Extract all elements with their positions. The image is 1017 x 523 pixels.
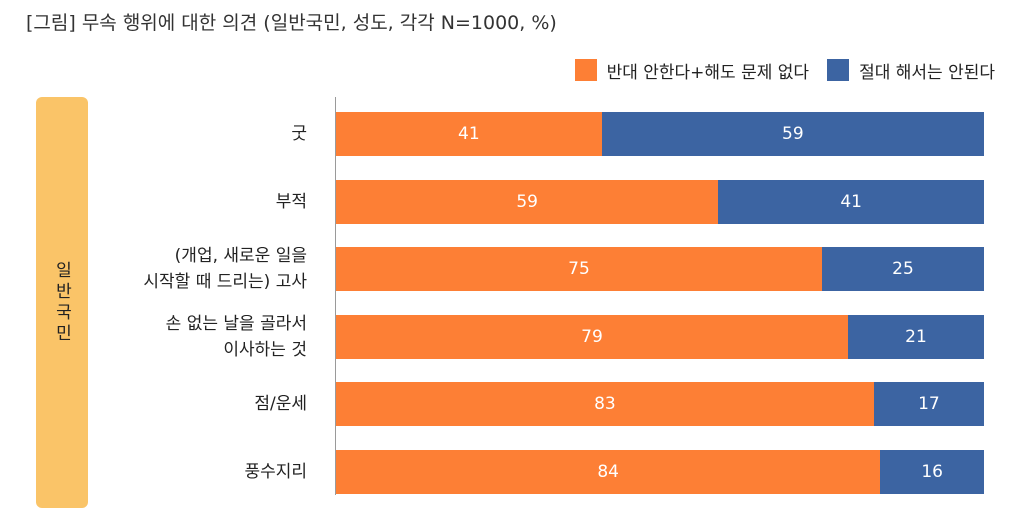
data-label: 59 (782, 124, 804, 144)
category-label-line: 풍수지리 (244, 462, 307, 482)
category-label-line: (개업, 새로운 일을 (174, 246, 307, 266)
bar-row: 풍수지리 84 16 (0, 450, 1017, 494)
bar-track: 84 16 (336, 450, 984, 494)
bar-segment-series2: 17 (873, 382, 984, 426)
bar-segment-series2: 41 (718, 180, 984, 224)
legend-swatch-series1 (574, 59, 597, 81)
group-label: 일반국민 (51, 260, 72, 345)
category-label-line: 손 없는 날을 골라서 (165, 314, 307, 334)
axis-line (335, 97, 336, 495)
category-label: 점/운세 (254, 382, 307, 426)
data-label: 17 (918, 394, 940, 414)
category-label: 굿 (291, 112, 307, 156)
data-label: 16 (921, 462, 943, 482)
bar-segment-series1: 75 (336, 247, 822, 291)
legend: 반대 안한다+해도 문제 없다 절대 해서는 안된다 (557, 58, 995, 83)
chart-title: [그림] 무속 행위에 대한 의견 (일반국민, 성도, 각각 N=1000, … (26, 12, 557, 34)
data-label: 59 (516, 192, 538, 212)
data-label: 83 (594, 394, 616, 414)
legend-item-series1: 반대 안한다+해도 문제 없다 (574, 58, 810, 83)
bar-segment-series2: 16 (880, 450, 984, 494)
category-label-line: 부적 (275, 192, 307, 212)
bar-track: 75 25 (336, 247, 984, 291)
bar-row: 부적 59 41 (0, 180, 1017, 224)
bar-track: 59 41 (336, 180, 984, 224)
bar-segment-series1: 79 (336, 315, 848, 359)
data-label: 75 (568, 259, 590, 279)
bar-track: 79 21 (336, 315, 984, 359)
category-label: 풍수지리 (244, 450, 307, 494)
category-label: 부적 (276, 180, 307, 224)
data-label: 21 (905, 327, 927, 347)
category-label-line: 굿 (291, 124, 307, 144)
bar-track: 41 59 (336, 112, 984, 156)
data-label: 25 (892, 259, 914, 279)
category-label-line: 시작할 때 드리는) 고사 (143, 272, 307, 292)
legend-label-series1: 반대 안한다+해도 문제 없다 (606, 62, 810, 83)
bar-segment-series1: 83 (336, 382, 874, 426)
legend-label-series2: 절대 해서는 안된다 (859, 62, 995, 83)
data-label: 41 (840, 192, 862, 212)
category-label-line: 점/운세 (254, 394, 307, 414)
bar-row: 굿 41 59 (0, 112, 1017, 156)
data-label: 79 (581, 327, 603, 347)
group-panel: 일반국민 (36, 97, 88, 508)
category-label-line: 이사하는 것 (223, 340, 307, 360)
bar-segment-series2: 25 (822, 247, 984, 291)
bar-segment-series2: 21 (847, 315, 984, 359)
legend-swatch-series2 (827, 59, 850, 81)
bar-segment-series1: 41 (336, 112, 602, 156)
bar-segment-series2: 59 (601, 112, 984, 156)
bar-segment-series1: 84 (336, 450, 881, 494)
bar-track: 83 17 (336, 382, 984, 426)
data-label: 41 (458, 124, 480, 144)
legend-item-series2: 절대 해서는 안된다 (827, 58, 995, 83)
bar-segment-series1: 59 (336, 180, 719, 224)
bar-row: 점/운세 83 17 (0, 382, 1017, 426)
data-label: 84 (597, 462, 619, 482)
